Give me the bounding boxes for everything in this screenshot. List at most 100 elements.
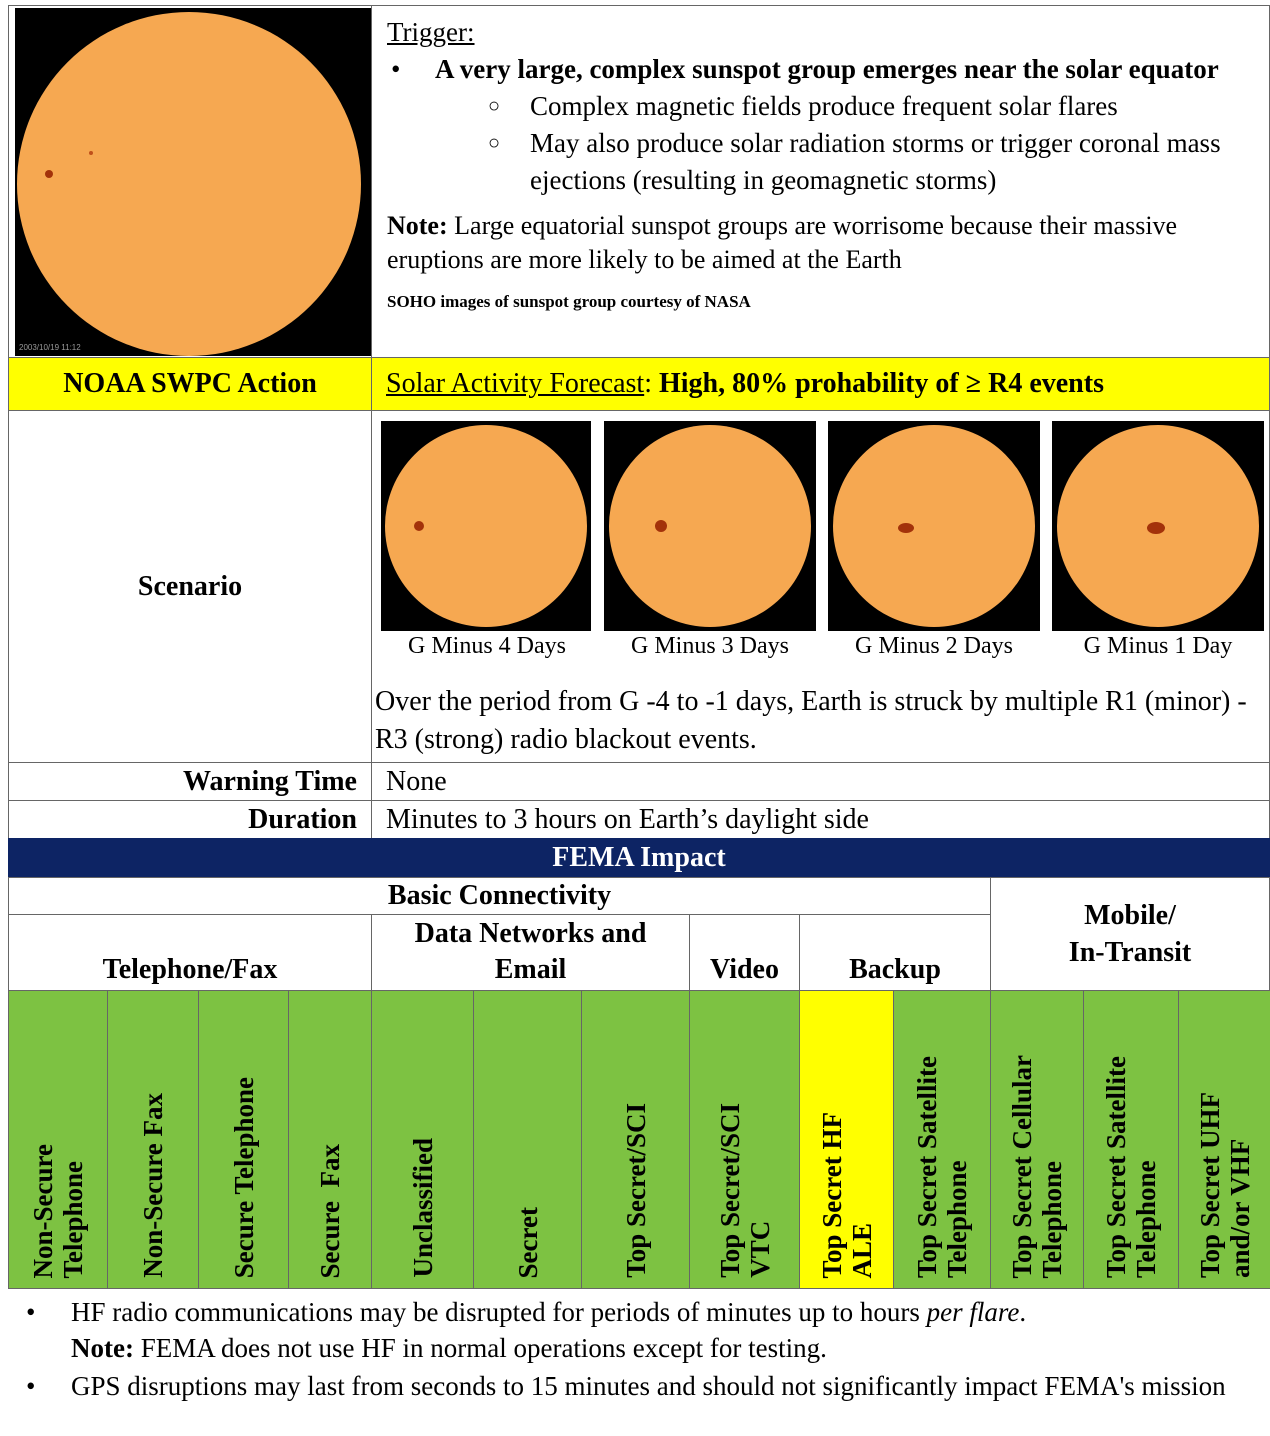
- column-label-line: Top Secret HF: [816, 1111, 847, 1279]
- trigger-heading: Trigger:: [387, 17, 475, 47]
- mobile-line: Mobile/: [1084, 900, 1176, 931]
- duration-label: Duration: [8, 800, 372, 839]
- group-header: Backup: [799, 914, 991, 991]
- sun-image: [381, 421, 591, 631]
- column-label-line: Telephone: [58, 1160, 88, 1278]
- column-label-line: Secret: [512, 1206, 543, 1278]
- image-caption: G Minus 1 Day: [1083, 633, 1233, 659]
- sub-bullet-text: May also produce solar radiation storms …: [530, 128, 1221, 195]
- column-label-line: Secure Fax: [315, 1143, 345, 1278]
- image-caption: G Minus 3 Days: [630, 633, 789, 659]
- column-label: Unclassified: [408, 1138, 438, 1278]
- sub-bullet: ○ May also produce solar radiation storms…: [488, 125, 1269, 199]
- note-italic: per flare: [926, 1297, 1020, 1327]
- column-label-line: Non-Secure Fax: [138, 1093, 168, 1278]
- basic-connectivity: Basic Connectivity: [8, 877, 991, 915]
- column-label-line: Unclassified: [407, 1138, 438, 1278]
- column-label-line: Top Secret/SCI: [620, 1103, 651, 1278]
- impact-column: Unclassified: [371, 990, 474, 1289]
- column-label-wrap: Top Secret Satellite Telephone: [894, 991, 990, 1288]
- column-label-wrap: Top Secret UHF and/or VHF: [1179, 991, 1270, 1288]
- sun-image: [1052, 421, 1264, 631]
- column-label-wrap: Secure Telephone: [199, 991, 288, 1288]
- group-line: Backup: [849, 954, 941, 985]
- column-label: Top Secret HF ALE: [817, 1112, 877, 1279]
- sub-bullet-marker: ○: [488, 132, 501, 154]
- credit: SOHO images of sunspot group courtesy of…: [387, 292, 751, 311]
- column-label-line: Non-Secure: [28, 1143, 58, 1279]
- impact-column: Top Secret HF ALE: [799, 990, 894, 1289]
- note-detail: FEMA does not use HF in normal operation…: [133, 1333, 827, 1363]
- column-label-line: VTC: [744, 1220, 775, 1278]
- group-header: Telephone/Fax: [8, 914, 372, 991]
- impact-column: Secure Fax: [288, 990, 372, 1289]
- sun-image: [604, 421, 816, 631]
- column-label-wrap: Top Secret/SCI VTC: [690, 991, 799, 1288]
- column-label-wrap: Top Secret Satellite Telephone: [1084, 991, 1178, 1288]
- column-label-wrap: Secret: [474, 991, 581, 1288]
- impact-column: Top Secret Satellite Telephone: [1083, 990, 1179, 1289]
- column-label-line: Top Secret/SCI: [714, 1103, 745, 1278]
- group-header: Video: [689, 914, 800, 991]
- column-label-line: Top Secret UHF: [1194, 1092, 1225, 1278]
- column-label-line: Telephone: [942, 1160, 972, 1278]
- scenario-label: Scenario: [8, 410, 372, 763]
- scenario-description: Over the period from G -4 to -1 days, Ea…: [375, 686, 1247, 755]
- image-cell: 2003/10/19 11:12: [8, 5, 372, 358]
- scenario-cell: Over the period from G -4 to -1 days, Ea…: [371, 410, 1270, 763]
- column-label-line: Telephone: [1131, 1160, 1161, 1278]
- column-label: Secret: [513, 1207, 543, 1278]
- column-label-wrap: Top Secret HF ALE: [800, 991, 893, 1288]
- note-label: Note:: [387, 211, 448, 240]
- forecast-value: High, 80% prohability of ≥ R4 events: [651, 368, 1104, 399]
- column-label-wrap: Non-Secure Fax: [108, 991, 198, 1288]
- note-end: .: [1019, 1297, 1027, 1327]
- sub-bullets: ○ Complex magnetic fields produce frequen…: [387, 88, 1269, 199]
- impact-column: Top Secret Cellular Telephone: [990, 990, 1084, 1289]
- column-label-line: Top Secret Satellite: [912, 1056, 942, 1278]
- column-label: Secure Fax: [315, 1144, 345, 1278]
- forecast-cell: Solar Activity Forecast: High, 80% proha…: [371, 357, 1270, 411]
- sub-bullet-marker: ○: [488, 95, 501, 117]
- note-bullet: • HF radio communications may be disrupte…: [8, 1294, 1270, 1366]
- column-label-wrap: Top Secret Cellular Telephone: [991, 991, 1083, 1288]
- forecast-separator: :: [644, 368, 652, 399]
- note-text: GPS disruptions may last from seconds to…: [71, 1371, 1226, 1401]
- note-label: Note:: [71, 1333, 134, 1363]
- column-label-wrap: Non-Secure Telephone: [9, 991, 107, 1288]
- warning-label: Warning Time: [8, 762, 372, 801]
- image-timestamp: 2003/10/19 11:12: [19, 343, 81, 352]
- column-label-line: Top Secret Satellite: [1101, 1056, 1131, 1278]
- note: Note: Large equatorial sunspot groups ar…: [387, 209, 1269, 277]
- sub-bullet-text: Complex magnetic fields produce frequent…: [530, 91, 1118, 121]
- mobile-line: In-Transit: [1068, 937, 1192, 968]
- column-label: Top Secret Satellite Telephone: [1101, 1056, 1161, 1278]
- group-header: Data Networks and Email: [371, 914, 690, 991]
- impact-column: Non-Secure Fax: [107, 990, 199, 1289]
- column-label-wrap: Top Secret/SCI: [582, 991, 689, 1288]
- column-label: Secure Telephone: [229, 1077, 259, 1278]
- notes: • HF radio communications may be disrupte…: [8, 1292, 1270, 1404]
- group-line: Data Networks and: [414, 918, 647, 949]
- note-text: Large equatorial sunspot groups are worr…: [387, 211, 1178, 274]
- forecast-label: Solar Activity Forecast: [386, 368, 645, 399]
- column-label-line: ALE: [846, 1222, 877, 1278]
- column-label-line: Secure Telephone: [228, 1076, 259, 1278]
- impact-column: Secret: [473, 990, 582, 1289]
- column-label-line: and/or VHF: [1224, 1138, 1255, 1278]
- column-label: Top Secret/SCI: [621, 1103, 651, 1278]
- impact-column: Top Secret/SCI VTC: [689, 990, 800, 1289]
- impact-column: Non-Secure Telephone: [8, 990, 108, 1289]
- column-label-line: Top Secret Cellular: [1007, 1054, 1037, 1279]
- column-label: Non-Secure Fax: [138, 1093, 168, 1278]
- sub-bullet: ○ Complex magnetic fields produce frequen…: [488, 88, 1269, 125]
- column-label: Top Secret/SCI VTC: [715, 1103, 775, 1278]
- note-bullet: • GPS disruptions may last from seconds t…: [8, 1368, 1270, 1404]
- sun-image: [828, 421, 1040, 631]
- image-caption: G Minus 4 Days: [407, 633, 566, 659]
- group-line: Telephone/Fax: [102, 954, 278, 985]
- group-line: Video: [710, 954, 779, 985]
- trigger-bullet: • A very large, complex sunspot group eme…: [391, 54, 1219, 84]
- column-label-wrap: Secure Fax: [289, 991, 371, 1288]
